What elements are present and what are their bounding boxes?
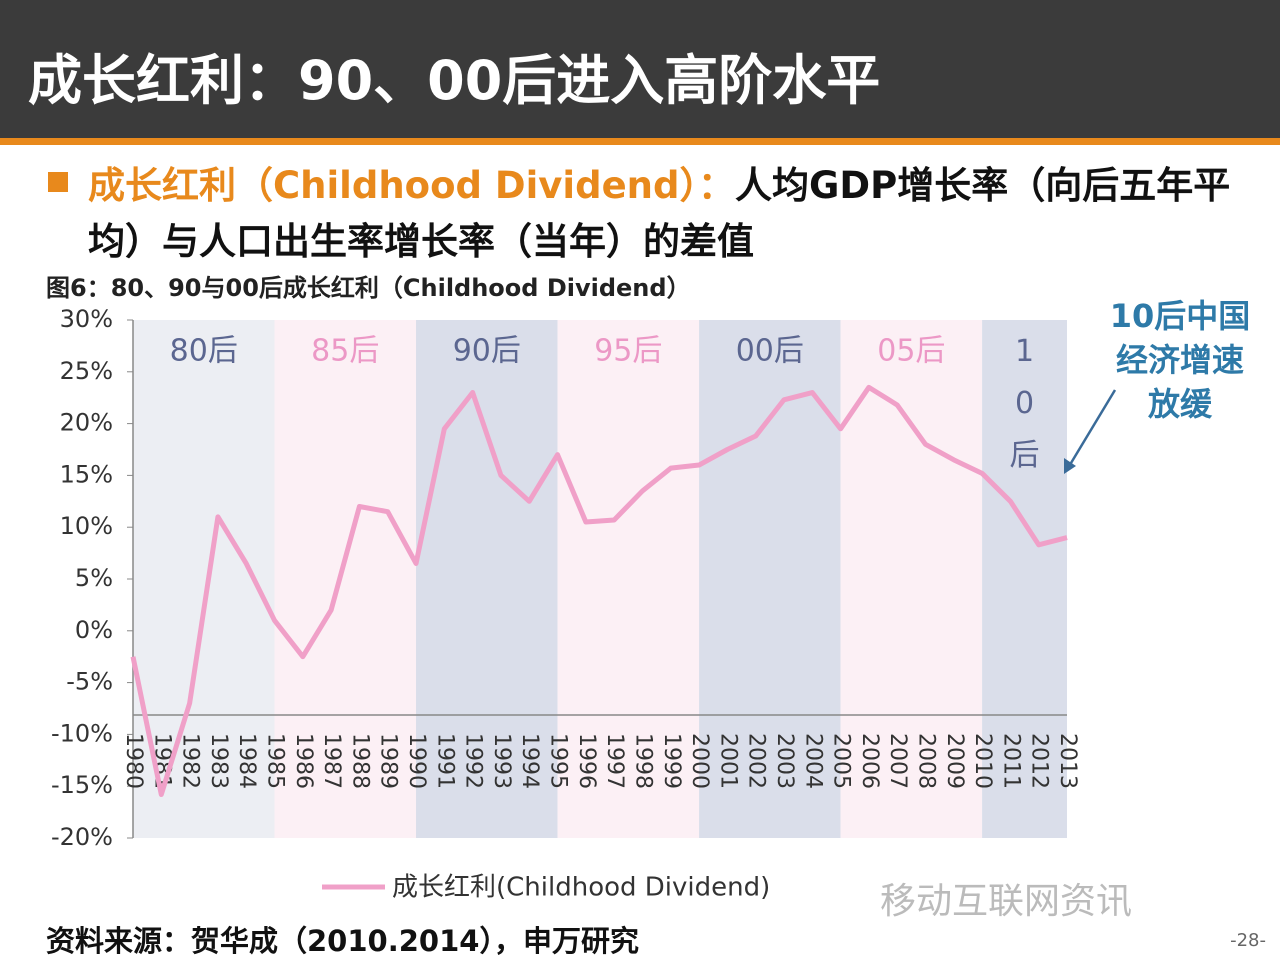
x-tick-label: 2007 — [885, 733, 910, 789]
y-tick-label: -20% — [51, 823, 113, 851]
x-tick-label: 1995 — [546, 733, 571, 789]
y-tick-label: -10% — [51, 719, 113, 747]
chart-title: 图6：80、90与00后成长红利（Childhood Dividend） — [46, 274, 691, 302]
band — [274, 320, 417, 838]
watermark: 移动互联网资讯 — [880, 881, 1133, 922]
band — [840, 320, 983, 838]
x-tick-label: 2004 — [800, 733, 825, 789]
x-tick-label: 1986 — [291, 733, 316, 789]
y-tick-label: 10% — [60, 512, 113, 540]
x-tick-label: 2006 — [857, 733, 882, 789]
band-label: 80后 — [170, 334, 238, 369]
bullet-square — [48, 172, 68, 192]
x-tick-label: 2009 — [942, 733, 967, 789]
x-tick-label: 1987 — [319, 733, 344, 789]
x-tick-label: 1994 — [517, 733, 542, 789]
x-tick-label: 1993 — [489, 733, 514, 789]
x-tick-label: 1999 — [659, 733, 684, 789]
y-tick-label: -15% — [51, 771, 113, 799]
x-tick-label: 1983 — [206, 733, 231, 789]
x-tick-label: 2000 — [687, 733, 712, 789]
band-label: 00后 — [736, 334, 804, 369]
series-line — [130, 384, 1068, 797]
band — [416, 320, 558, 838]
band-label: 05后 — [877, 334, 945, 369]
x-tick-label: 2013 — [1055, 733, 1080, 789]
x-tick-label: 2010 — [970, 733, 995, 789]
x-tick-label: 1997 — [602, 733, 627, 789]
x-tick-label: 1989 — [376, 733, 401, 789]
annotation: 放缓 — [1148, 385, 1213, 423]
band-label: 90后 — [453, 334, 521, 369]
page-number: -28- — [1230, 930, 1266, 951]
y-tick-label: 0% — [75, 616, 113, 644]
x-tick-label: 1992 — [461, 733, 486, 789]
annotation-arrow — [1066, 389, 1117, 469]
x-tick-label: 2005 — [829, 733, 854, 789]
x-tick-label: 1998 — [630, 733, 655, 789]
bullet: 成长红利（Childhood Dividend）：人均GDP增长率（向后五年平均… — [48, 158, 1278, 270]
y-tick-label: -5% — [66, 668, 113, 696]
x-tick-label: 1988 — [347, 733, 372, 789]
annotation-arrowhead — [1064, 458, 1076, 474]
x-tick-label: 2001 — [715, 733, 740, 789]
x-tick-label: 1990 — [404, 733, 429, 789]
x-tick-label: 2008 — [913, 733, 938, 789]
y-tick-label: 15% — [60, 460, 113, 488]
band — [133, 320, 275, 838]
bullet-text: 人均GDP增长率（向后五年平均）与人口出生率增长率（当年）的差值 — [88, 164, 1231, 263]
x-tick-label: 1985 — [263, 733, 288, 789]
x-tick-label: 1984 — [234, 733, 259, 789]
x-tick-label: 1980 — [121, 733, 146, 789]
y-tick-label: 5% — [75, 564, 113, 592]
band — [699, 320, 841, 838]
band — [982, 320, 1067, 838]
x-tick-label: 2003 — [772, 733, 797, 789]
x-tick-label: 1996 — [574, 733, 599, 789]
title-bar — [0, 0, 1280, 145]
x-tick-label: 2002 — [744, 733, 769, 789]
legend-label: 成长红利(Childhood Dividend) — [392, 873, 770, 903]
y-tick-label: 25% — [60, 357, 113, 385]
x-tick-label: 1982 — [178, 733, 203, 789]
x-tick-label: 2012 — [1027, 733, 1052, 789]
annotation: 经济增速 — [1116, 341, 1244, 379]
band — [557, 320, 700, 838]
slide-title: 成长红利：90、00后进入高阶水平 — [28, 49, 881, 112]
band-label: 95后 — [594, 334, 662, 369]
source: 资料来源：贺华成（2010.2014），申万研究 — [46, 924, 639, 958]
band-label: 85后 — [311, 334, 379, 369]
x-tick-label: 1991 — [432, 733, 457, 789]
y-tick-label: 30% — [60, 305, 113, 333]
x-tick-label: 2011 — [998, 733, 1023, 789]
annotation: 10后中国 — [1110, 297, 1251, 335]
y-tick-label: 20% — [60, 409, 113, 437]
bullet-label: 成长红利（Childhood Dividend）： — [88, 164, 735, 207]
